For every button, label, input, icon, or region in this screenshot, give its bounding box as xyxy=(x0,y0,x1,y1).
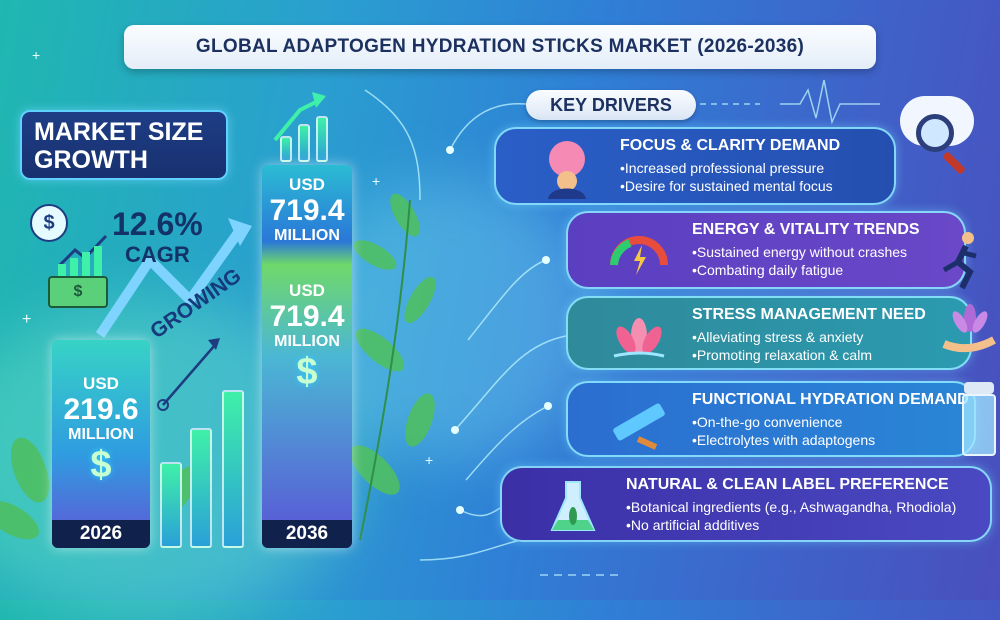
brain-person-icon xyxy=(536,137,598,199)
page-title: GLOBAL ADAPTOGEN HYDRATION STICKS MARKET… xyxy=(195,36,805,57)
bar-2036: USD 719.4 MILLION USD 719.4 MILLION $ 20… xyxy=(262,165,352,548)
market-size-line2: GROWTH xyxy=(34,146,148,174)
shaker-bottle-icon xyxy=(962,382,996,456)
svg-text:+: + xyxy=(32,47,40,63)
market-size-line1: MARKET SIZE xyxy=(34,118,204,146)
cash-stack-icon: $ xyxy=(48,276,108,308)
bar-2036-value: 719.4 xyxy=(269,194,345,227)
driver-point: Promoting relaxation & calm xyxy=(692,346,872,364)
top-bar-3 xyxy=(316,116,328,162)
driver-card-natural: NATURAL & CLEAN LABEL PREFERENCE Botanic… xyxy=(500,466,992,542)
driver-point: Botanical ingredients (e.g., Ashwagandha… xyxy=(626,498,956,516)
cagr-text: CAGR xyxy=(124,242,190,267)
cagr-label: 12.6% CAGR xyxy=(112,208,203,268)
year-2026-label: 2026 xyxy=(52,520,150,548)
driver-point: Combating daily fatigue xyxy=(692,261,907,279)
cagr-value: 12.6% xyxy=(112,206,203,242)
lotus-hand-icon xyxy=(940,300,996,356)
driver-card-energy: ENERGY & VITALITY TRENDS Sustained energ… xyxy=(566,211,966,289)
bar-2036-currency-repeat: USD xyxy=(289,281,325,300)
top-bar-1 xyxy=(280,136,292,162)
driver-title: FUNCTIONAL HYDRATION DEMAND xyxy=(692,391,969,408)
svg-text:+: + xyxy=(372,173,380,189)
energy-gauge-icon xyxy=(608,221,670,283)
svg-text:+: + xyxy=(22,311,31,328)
driver-title: ENERGY & VITALITY TRENDS xyxy=(692,221,920,238)
driver-point: No artificial additives xyxy=(626,516,956,534)
year-2036-label: 2036 xyxy=(262,520,352,548)
dollar-icon: $ xyxy=(296,351,318,393)
svg-text:+: + xyxy=(425,452,433,468)
bar-2026: USD 219.6 MILLION $ 2026 xyxy=(52,340,150,548)
key-drivers-label: KEY DRIVERS xyxy=(550,94,672,115)
driver-point: Alleviating stress & anxiety xyxy=(692,328,872,346)
dollar-coin-icon: $ xyxy=(30,204,68,242)
growth-bar-medium xyxy=(190,428,212,548)
lotus-icon xyxy=(608,306,670,368)
key-drivers-header: KEY DRIVERS xyxy=(526,90,696,120)
driver-point: On-the-go convenience xyxy=(692,413,875,431)
bar-2036-currency: USD xyxy=(289,175,325,194)
driver-title: NATURAL & CLEAN LABEL PREFERENCE xyxy=(626,476,949,493)
bar-2036-value-repeat: 719.4 xyxy=(269,300,345,333)
runner-icon xyxy=(930,230,990,290)
top-bar-2 xyxy=(298,124,310,162)
driver-point: Sustained energy without crashes xyxy=(692,243,907,261)
driver-point: Increased professional pressure xyxy=(620,159,833,177)
driver-title: STRESS MANAGEMENT NEED xyxy=(692,306,926,323)
bar-2026-currency: USD xyxy=(83,374,119,393)
driver-card-stress: STRESS MANAGEMENT NEED Alleviating stres… xyxy=(566,296,972,370)
bar-2036-unit: MILLION xyxy=(274,227,340,244)
flask-leaf-icon xyxy=(542,476,604,538)
driver-card-focus: FOCUS & CLARITY DEMAND Increased profess… xyxy=(494,127,896,205)
market-size-box: MARKET SIZE GROWTH xyxy=(20,110,228,180)
driver-card-hydration: FUNCTIONAL HYDRATION DEMAND On-the-go co… xyxy=(566,381,976,457)
cloud-magnifier-icon xyxy=(900,92,980,182)
bar-2036-unit-repeat: MILLION xyxy=(274,333,340,350)
driver-point: Desire for sustained mental focus xyxy=(620,177,833,195)
network-lines: + + + + xyxy=(0,47,880,576)
driver-title: FOCUS & CLARITY DEMAND xyxy=(620,137,841,154)
bar-2026-unit: MILLION xyxy=(68,426,134,443)
title-banner: GLOBAL ADAPTOGEN HYDRATION STICKS MARKET… xyxy=(124,25,876,69)
hydration-stick-icon xyxy=(608,391,670,453)
dollar-icon: $ xyxy=(90,444,112,486)
driver-point: Electrolytes with adaptogens xyxy=(692,431,875,449)
bar-2026-value: 219.6 xyxy=(63,393,139,426)
growth-bar-large xyxy=(222,390,244,548)
mini-bar-chart-icon xyxy=(58,246,110,276)
growth-bar-small xyxy=(160,462,182,548)
